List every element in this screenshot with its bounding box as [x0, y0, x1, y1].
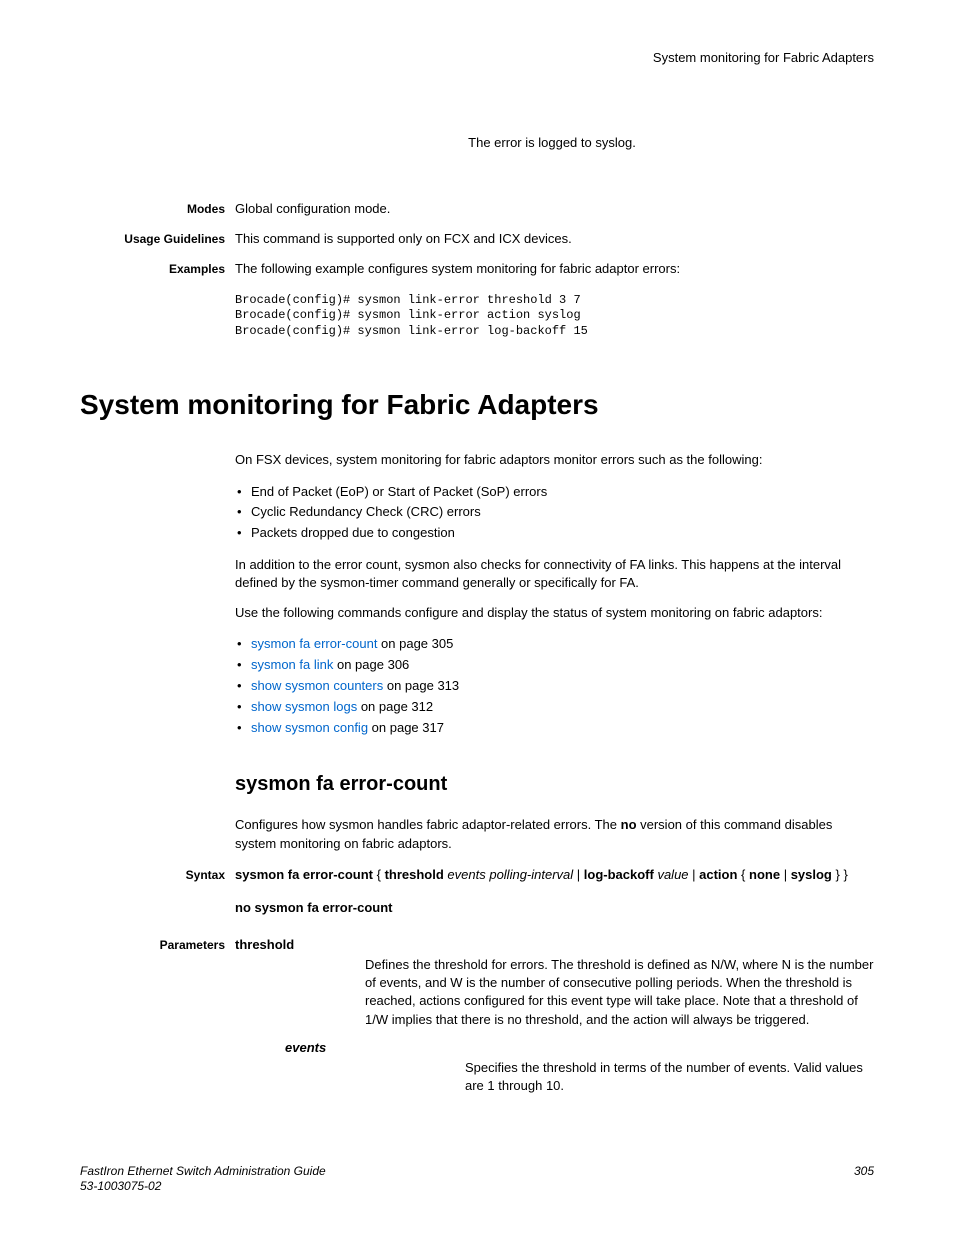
syntax-content: sysmon fa error-count { threshold events…: [235, 865, 874, 918]
parameters-row: Parameters threshold Defines the thresho…: [80, 930, 874, 1096]
link-suffix: on page 305: [377, 636, 453, 651]
syntax-sep: |: [780, 867, 791, 882]
syntax-no-form: no sysmon fa error-count: [235, 898, 874, 918]
text-fragment: Configures how sysmon handles fabric ada…: [235, 817, 621, 832]
page-footer: FastIron Ethernet Switch Administration …: [80, 1164, 874, 1195]
paragraph: Use the following commands configure and…: [235, 604, 874, 622]
footer-doc-number: 53-1003075-02: [80, 1179, 161, 1193]
cmd-link[interactable]: show sysmon config: [251, 720, 368, 735]
keyword-no: no: [621, 817, 637, 832]
parameters-content: threshold Defines the threshold for erro…: [235, 930, 874, 1096]
syntax-keyword: log-backoff: [584, 867, 654, 882]
command-description: Configures how sysmon handles fabric ada…: [235, 816, 874, 852]
cmd-link[interactable]: show sysmon counters: [251, 678, 383, 693]
list-item: show sysmon counters on page 313: [251, 676, 874, 697]
list-item: Cyclic Redundancy Check (CRC) errors: [251, 502, 874, 523]
syntax-keyword: syslog: [791, 867, 832, 882]
section-heading: System monitoring for Fabric Adapters: [80, 389, 874, 421]
list-item: Packets dropped due to congestion: [251, 523, 874, 544]
modes-label: Modes: [80, 202, 235, 216]
syntax-line: sysmon fa error-count { threshold events…: [235, 865, 874, 885]
usage-label: Usage Guidelines: [80, 232, 235, 246]
modes-row: Modes Global configuration mode.: [80, 200, 874, 218]
footer-left: FastIron Ethernet Switch Administration …: [80, 1164, 326, 1195]
cmd-link[interactable]: sysmon fa error-count: [251, 636, 377, 651]
footer-doc-title: FastIron Ethernet Switch Administration …: [80, 1164, 326, 1178]
syntax-var: events polling-interval: [447, 867, 573, 882]
syntax-sep: |: [689, 867, 700, 882]
examples-content: The following example configures system …: [235, 260, 874, 339]
list-item: show sysmon logs on page 312: [251, 697, 874, 718]
param-description: Specifies the threshold in terms of the …: [465, 1059, 874, 1095]
subsection-heading: sysmon fa error-count: [235, 773, 874, 796]
intro-paragraph: On FSX devices, system monitoring for fa…: [235, 451, 874, 469]
command-link-list: sysmon fa error-count on page 305 sysmon…: [235, 634, 874, 738]
syntax-sep: {: [373, 867, 385, 882]
error-list: End of Packet (EoP) or Start of Packet (…: [235, 482, 874, 544]
list-item: sysmon fa error-count on page 305: [251, 634, 874, 655]
examples-code: Brocade(config)# sysmon link-error thres…: [235, 293, 874, 340]
page-container: System monitoring for Fabric Adapters Th…: [0, 0, 954, 1235]
syntax-keyword: none: [749, 867, 780, 882]
param-description: Defines the threshold for errors. The th…: [365, 956, 874, 1029]
usage-text: This command is supported only on FCX an…: [235, 230, 874, 248]
cmd-link[interactable]: sysmon fa link: [251, 657, 333, 672]
param-events: events Specifies the threshold in terms …: [285, 1039, 874, 1096]
list-item: End of Packet (EoP) or Start of Packet (…: [251, 482, 874, 503]
syntax-sep: } }: [832, 867, 848, 882]
list-item: sysmon fa link on page 306: [251, 655, 874, 676]
syntax-keyword: threshold: [385, 867, 444, 882]
param-name: events: [285, 1039, 874, 1057]
modes-text: Global configuration mode.: [235, 200, 874, 218]
examples-intro: The following example configures system …: [235, 261, 680, 276]
examples-label: Examples: [80, 262, 235, 276]
link-suffix: on page 306: [333, 657, 409, 672]
syntax-row: Syntax sysmon fa error-count { threshold…: [80, 865, 874, 918]
link-suffix: on page 313: [383, 678, 459, 693]
cmd-link[interactable]: show sysmon logs: [251, 699, 357, 714]
param-name: threshold: [235, 936, 874, 954]
running-header: System monitoring for Fabric Adapters: [80, 50, 874, 65]
syntax-sep: {: [737, 867, 749, 882]
parameters-label: Parameters: [80, 938, 235, 952]
link-suffix: on page 312: [357, 699, 433, 714]
syslog-note: The error is logged to syslog.: [80, 135, 874, 150]
syntax-keyword: action: [699, 867, 737, 882]
footer-page-number: 305: [854, 1164, 874, 1195]
syntax-sep: |: [573, 867, 584, 882]
usage-row: Usage Guidelines This command is support…: [80, 230, 874, 248]
paragraph: In addition to the error count, sysmon a…: [235, 556, 874, 592]
syntax-label: Syntax: [80, 868, 235, 882]
syntax-var: value: [657, 867, 688, 882]
param-threshold: threshold Defines the threshold for erro…: [235, 936, 874, 1029]
examples-row: Examples The following example configure…: [80, 260, 874, 339]
link-suffix: on page 317: [368, 720, 444, 735]
section-body: On FSX devices, system monitoring for fa…: [235, 451, 874, 738]
syntax-cmd: sysmon fa error-count: [235, 867, 373, 882]
list-item: show sysmon config on page 317: [251, 718, 874, 739]
